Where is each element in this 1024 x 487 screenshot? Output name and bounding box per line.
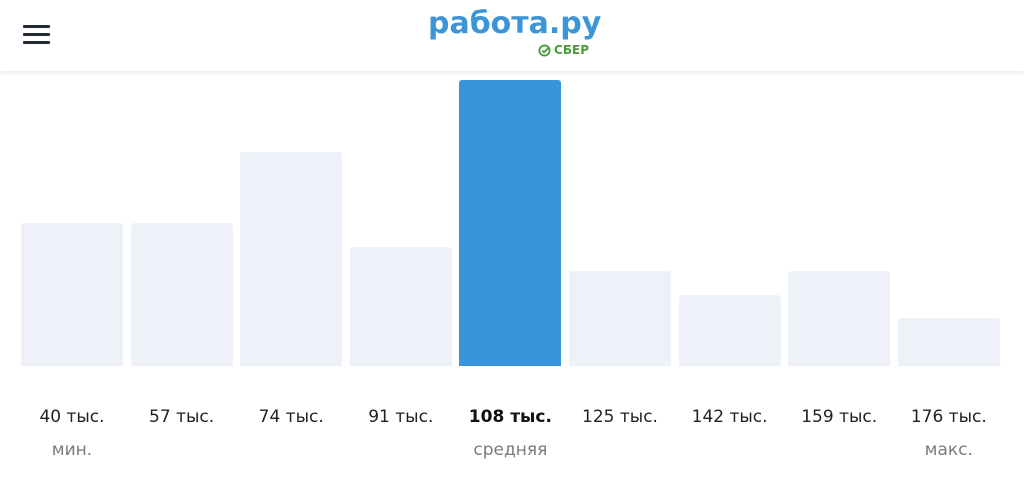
sub-label: мин.: [51, 440, 93, 460]
tick-label: 40 тыс.: [39, 407, 105, 427]
bar[interactable]: [21, 223, 123, 366]
bar[interactable]: [130, 223, 233, 366]
sber-badge: СБЕР: [538, 43, 589, 57]
header: работа.ру СБЕР: [0, 0, 1024, 71]
sub-label: макс.: [924, 440, 973, 460]
sub-label: средняя: [473, 440, 548, 460]
tick-label: 91 тыс.: [368, 407, 434, 427]
hamburger-menu-icon[interactable]: [23, 25, 50, 45]
tick-label: 159 тыс.: [801, 407, 878, 427]
logo-text: работа.ру: [428, 6, 602, 41]
tick-label: 57 тыс.: [149, 407, 215, 427]
bar[interactable]: [459, 80, 562, 366]
tick-label: 176 тыс.: [910, 407, 987, 427]
bar[interactable]: [240, 151, 343, 366]
salary-distribution-chart: 40 тыс. мин. 57 тыс. 74 тыс. 91 тыс. 108 тыс.…: [0, 71, 1024, 487]
tick-label: 108 тыс.: [468, 407, 552, 427]
bar[interactable]: [569, 270, 671, 366]
bar[interactable]: [897, 318, 1000, 366]
tick-label: 74 тыс.: [258, 407, 324, 427]
sber-check-icon: [538, 43, 551, 57]
bar[interactable]: [788, 270, 891, 366]
sber-text: СБЕР: [554, 43, 589, 57]
bar[interactable]: [678, 294, 781, 366]
tick-label: 142 тыс.: [691, 407, 768, 427]
logo[interactable]: работа.ру СБЕР: [428, 6, 601, 62]
tick-label: 125 тыс.: [582, 407, 658, 427]
bar[interactable]: [349, 246, 452, 366]
